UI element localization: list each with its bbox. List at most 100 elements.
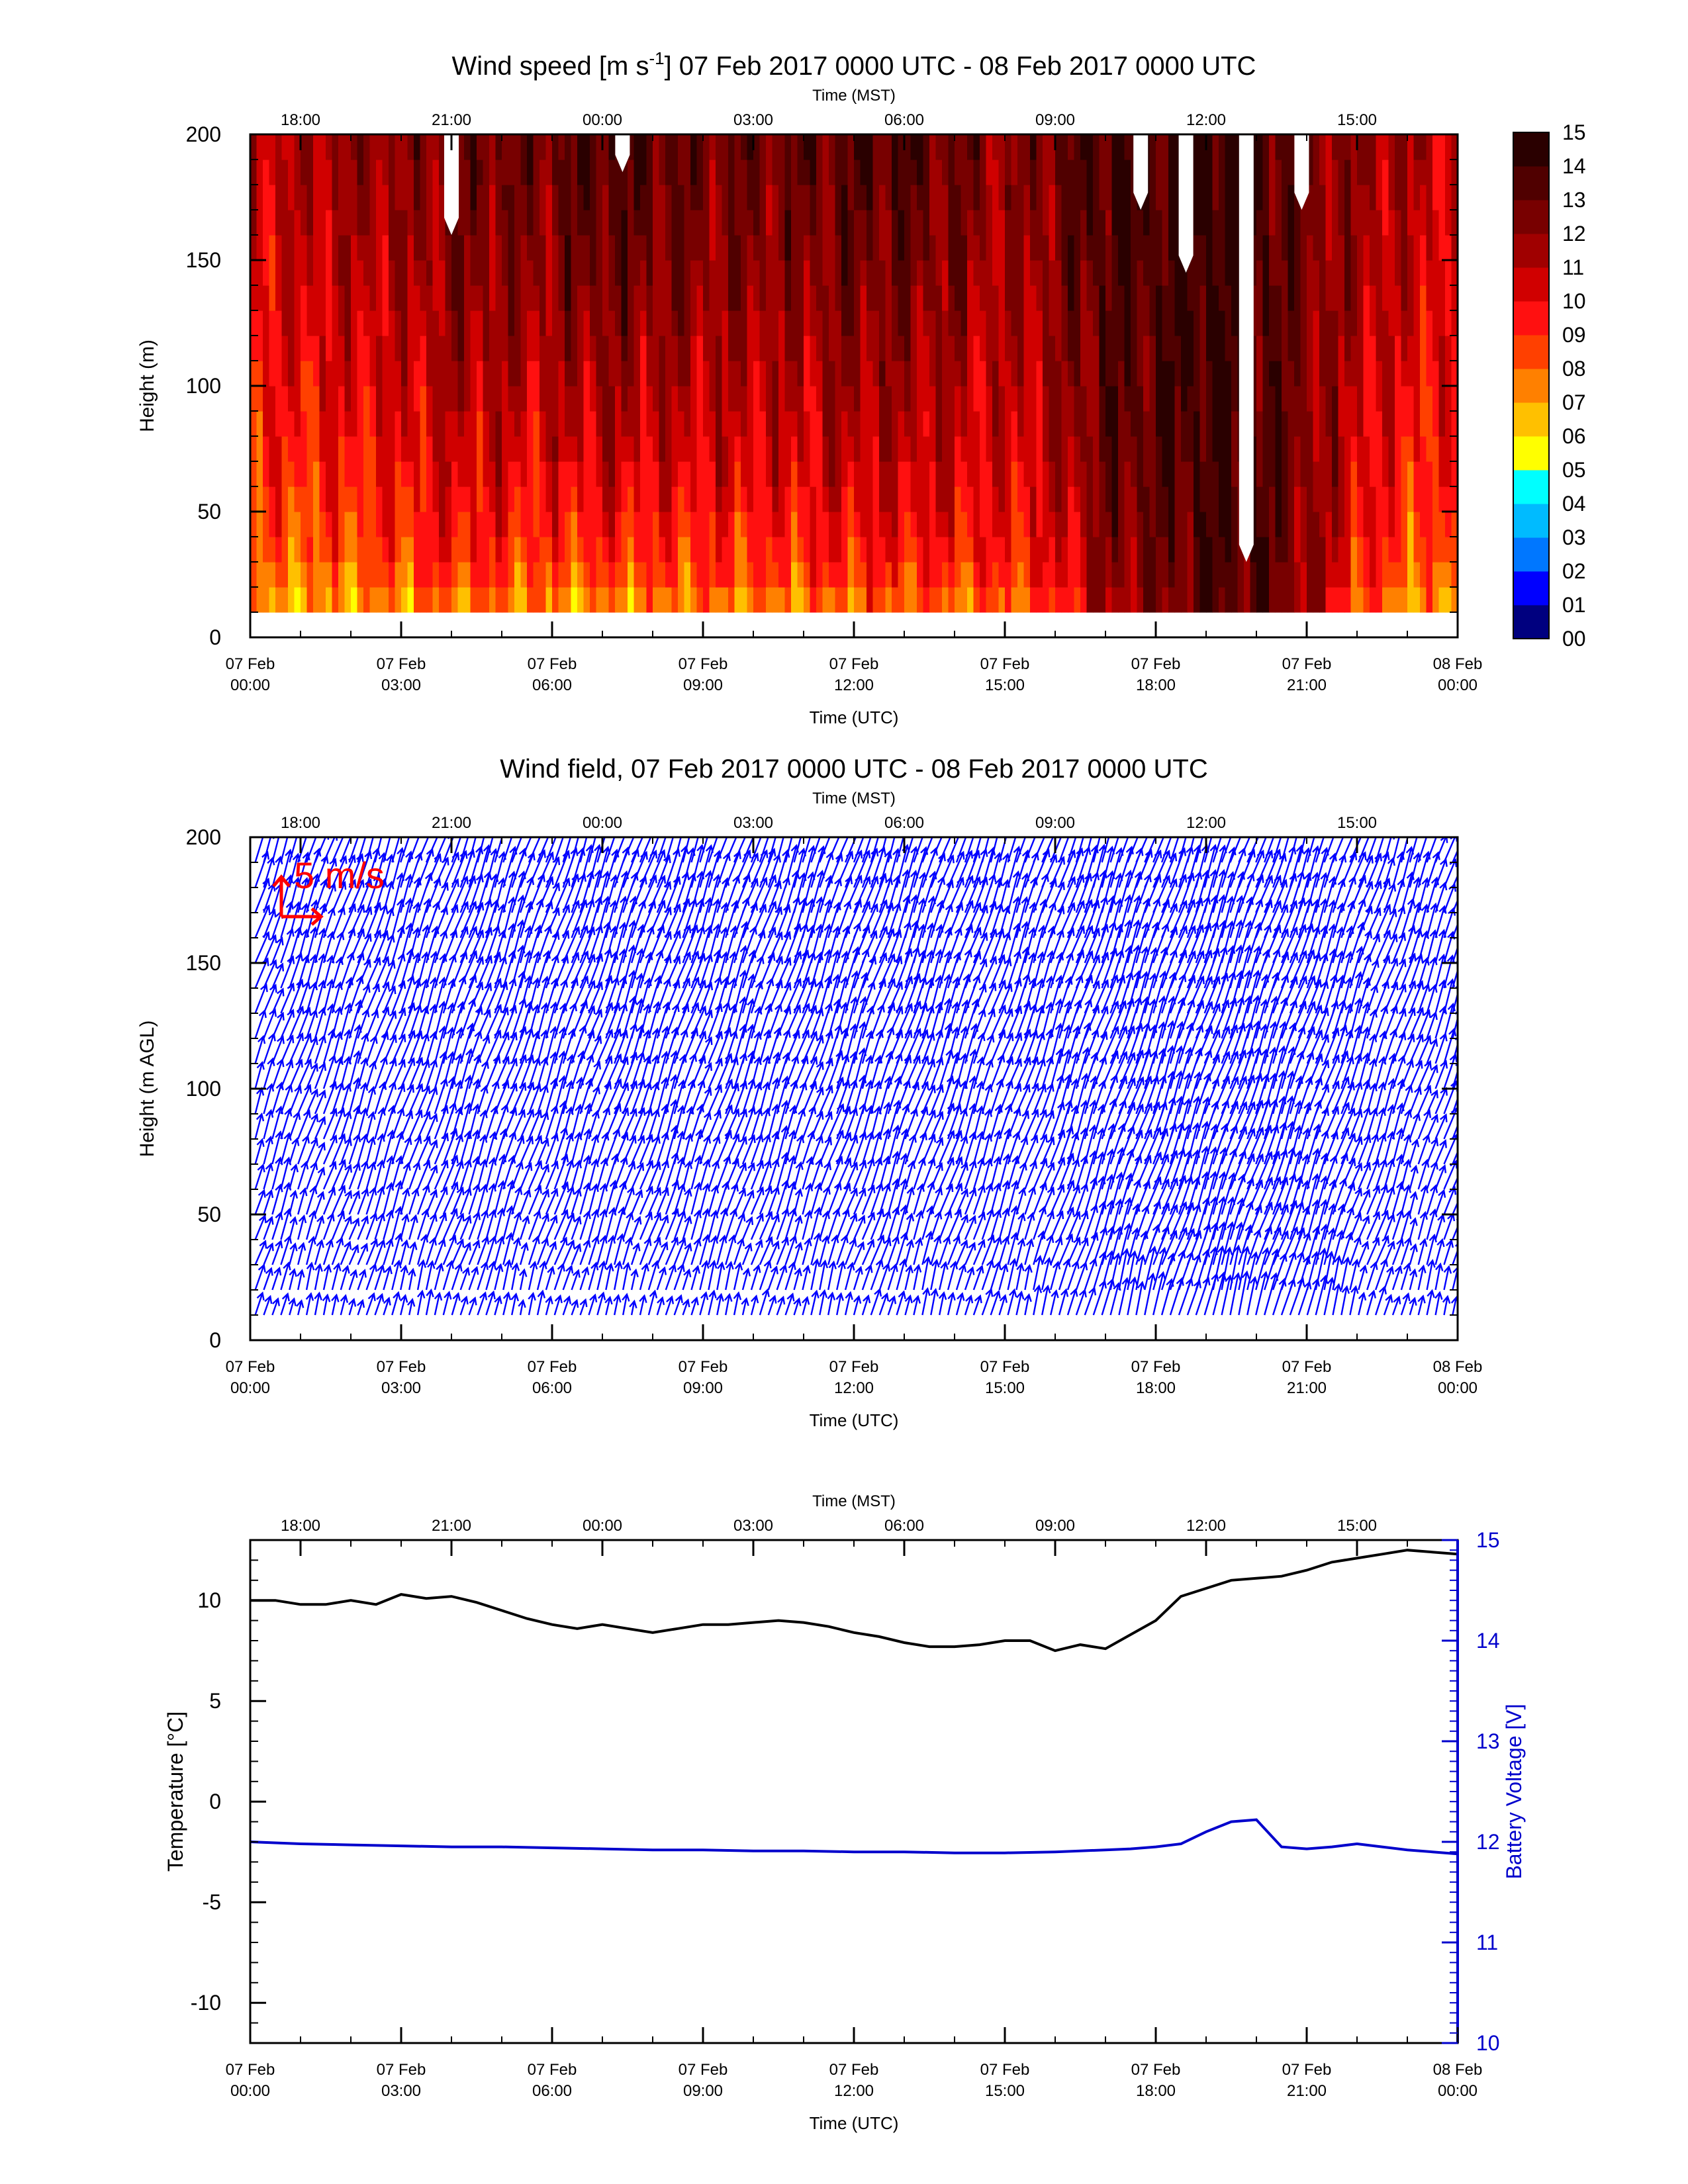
wind-vector (656, 1214, 669, 1240)
wind-speed-cell (426, 436, 434, 462)
wind-speed-cell (351, 185, 358, 210)
wind-speed-cell (250, 587, 258, 613)
wind-speed-cell (470, 134, 477, 160)
wind-speed-cell (741, 210, 748, 236)
wind-speed-cell (1199, 587, 1207, 613)
wind-speed-cell (935, 386, 943, 412)
wind-speed-cell (1036, 411, 1043, 437)
wind-speed-cell (929, 386, 937, 412)
wind-speed-cell (1174, 185, 1182, 210)
wind-speed-cell (804, 386, 811, 412)
wind-speed-cell (747, 134, 754, 160)
wind-speed-cell (835, 310, 842, 336)
wind-speed-cell (1388, 210, 1395, 236)
wind-speed-cell (716, 134, 723, 160)
wind-speed-cell (1395, 260, 1402, 286)
wind-speed-cell (602, 159, 610, 185)
wind-vector (596, 1234, 608, 1265)
wind-speed-cell (263, 185, 270, 210)
wind-speed-cell (716, 587, 723, 613)
wind-speed-cell (457, 386, 465, 412)
wind-speed-cell (885, 336, 892, 361)
wind-speed-cell (690, 486, 698, 512)
wind-speed-cell (1086, 260, 1094, 286)
wind-vector (383, 1297, 391, 1316)
wind-vector (468, 1297, 477, 1316)
wind-vector (502, 1107, 518, 1140)
wind-speed-cell (565, 587, 572, 613)
wind-speed-cell (256, 336, 263, 361)
wind-speed-cell (545, 562, 553, 588)
wind-vector (699, 1087, 712, 1115)
wind-vector (545, 837, 547, 838)
wind-vector (400, 1213, 410, 1240)
wind-speed-cell (1313, 486, 1320, 512)
wind-speed-cell (671, 512, 679, 537)
wind-speed-cell (389, 411, 396, 437)
wind-speed-cell (955, 310, 962, 336)
wind-speed-cell (879, 285, 886, 311)
wind-speed-cell (451, 310, 459, 336)
wind-speed-cell (980, 235, 987, 261)
wind-speed-cell (741, 310, 748, 336)
wind-speed-cell (716, 361, 723, 387)
wind-speed-cell (822, 436, 829, 462)
wind-speed-cell (1325, 512, 1333, 537)
wind-speed-cell (671, 562, 679, 588)
wind-speed-cell (1319, 386, 1327, 412)
wind-speed-cell (1061, 336, 1068, 361)
wind-speed-cell (281, 436, 289, 462)
wind-vector (528, 1185, 542, 1215)
height-tick-label: 50 (197, 500, 221, 523)
wind-speed-cell (1143, 185, 1150, 210)
wind-speed-cell (759, 562, 767, 588)
wind-speed-cell (1275, 260, 1282, 286)
wind-speed-cell (1231, 336, 1239, 361)
no-data-gap (1133, 134, 1149, 210)
wind-speed-cell (759, 411, 767, 437)
wind-speed-cell (451, 562, 459, 588)
wind-speed-cell (608, 310, 616, 336)
wind-speed-cell (910, 134, 917, 160)
wind-speed-cell (502, 159, 509, 185)
wind-speed-cell (363, 159, 371, 185)
wind-speed-cell (867, 562, 874, 588)
wind-speed-cell (810, 159, 817, 185)
wind-speed-cell (810, 185, 817, 210)
wind-vector (708, 1234, 719, 1265)
wind-speed-cell (690, 436, 698, 462)
wind-speed-cell (539, 285, 547, 311)
wind-speed-cell (1451, 336, 1458, 361)
wind-speed-cell (1344, 411, 1352, 437)
wind-speed-cell (1395, 411, 1402, 437)
wind-vector (305, 1161, 318, 1190)
wind-speed-cell (1313, 310, 1320, 336)
wind-speed-cell (1407, 285, 1415, 311)
wind-speed-cell (565, 486, 572, 512)
wind-speed-cell (1149, 411, 1156, 437)
wind-speed-cell (1187, 386, 1194, 412)
wind-speed-cell (275, 386, 283, 412)
wind-speed-cell (804, 260, 811, 286)
wind-speed-cell (1294, 537, 1301, 563)
wind-speed-cell (659, 512, 666, 537)
wind-speed-cell (741, 486, 748, 512)
wind-speed-cell (514, 461, 522, 487)
wind-speed-cell (1225, 512, 1232, 537)
wind-speed-cell (1143, 411, 1150, 437)
wind-vector (365, 1111, 376, 1140)
wind-speed-cell (376, 235, 383, 261)
wind-speed-cell (797, 210, 804, 236)
wind-speed-cell (1017, 461, 1025, 487)
wind-speed-cell (917, 436, 924, 462)
wind-vector (400, 1002, 416, 1039)
wind-speed-cell (841, 512, 849, 537)
wind-speed-cell (1363, 235, 1370, 261)
wind-speed-cell (275, 436, 283, 462)
wind-speed-cell (766, 587, 773, 613)
wind-speed-cell (583, 285, 590, 311)
wind-speed-cell (1282, 587, 1289, 613)
wind-speed-cell (395, 486, 402, 512)
wind-vector (434, 1105, 449, 1140)
wind-speed-cell (457, 260, 465, 286)
